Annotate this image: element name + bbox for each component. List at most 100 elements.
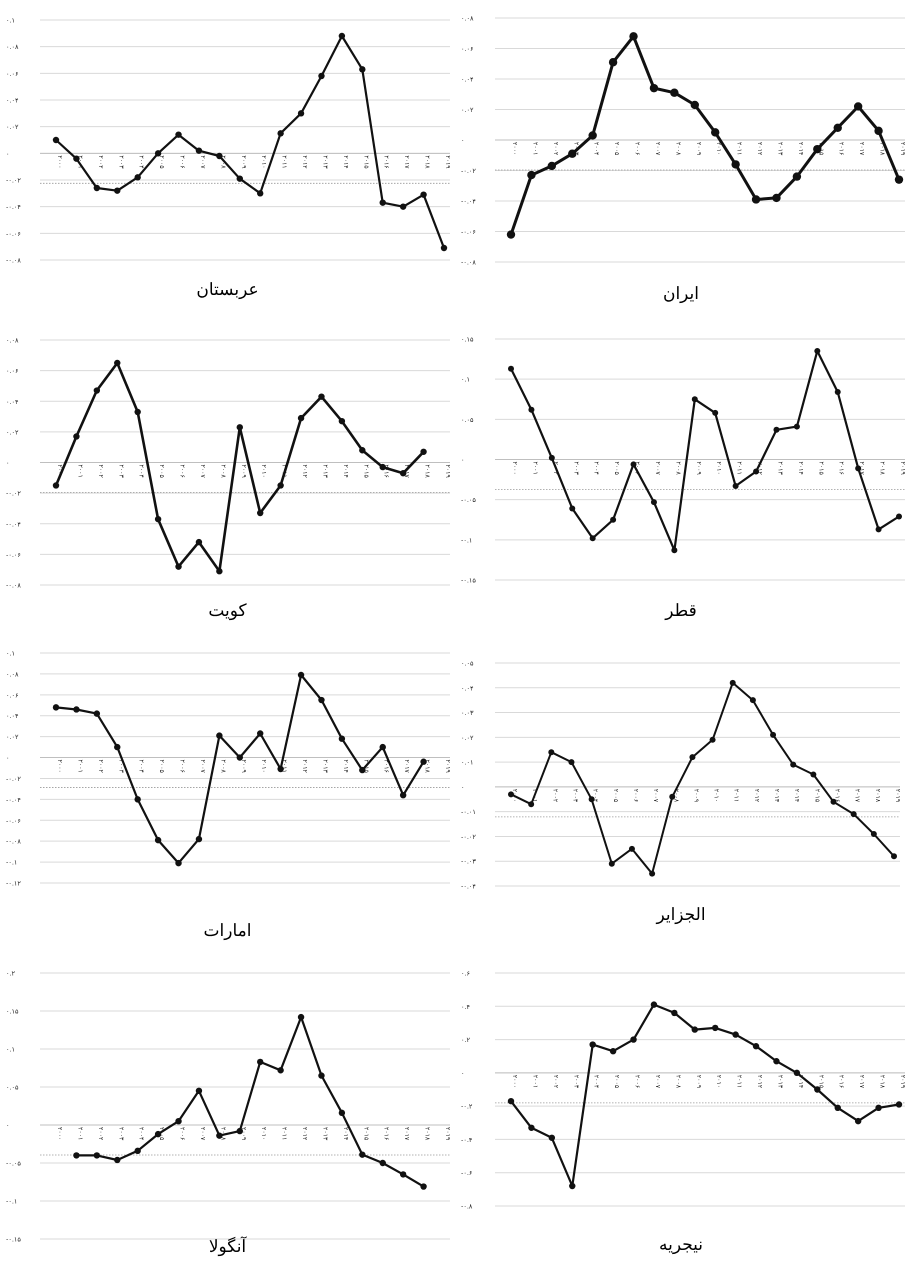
data-point bbox=[588, 131, 597, 140]
x-tick-label: ۲۰۱۶ bbox=[383, 155, 390, 168]
data-point bbox=[134, 796, 141, 803]
data-point bbox=[359, 447, 366, 454]
chart-title-iran: ایران bbox=[662, 284, 700, 304]
data-point bbox=[875, 526, 882, 533]
data-point bbox=[236, 1127, 243, 1135]
y-tick-label: -۰.۰۲ bbox=[461, 167, 476, 175]
data-point bbox=[568, 759, 575, 766]
data-point bbox=[548, 454, 555, 461]
x-tick-label: ۲۰۱۴ bbox=[797, 462, 804, 475]
data-point bbox=[399, 791, 407, 799]
y-tick-label: ۰ bbox=[6, 150, 10, 158]
data-point bbox=[257, 730, 264, 737]
data-point bbox=[875, 1104, 882, 1112]
y-tick-label: -۰.۰۲ bbox=[6, 490, 21, 498]
x-tick-label: ۲۰۰۷ bbox=[199, 1127, 206, 1141]
data-point bbox=[134, 174, 141, 181]
x-tick-label: ۲۰۰۲ bbox=[97, 1127, 104, 1141]
data-point bbox=[175, 859, 182, 867]
x-tick-label: ۲۰۱۰ bbox=[260, 760, 267, 773]
data-point bbox=[793, 423, 800, 430]
y-tick-label: ۰.۰۸ bbox=[6, 337, 19, 345]
x-tick-label: ۲۰۱۲ bbox=[301, 155, 308, 169]
x-tick-label: ۲۰۰۰ bbox=[511, 142, 518, 155]
x-tick-label: ۲۰۰۷ bbox=[654, 142, 661, 156]
x-tick-label: ۲۰۰۷ bbox=[199, 155, 206, 169]
x-tick-label: ۲۰۰۵ bbox=[158, 465, 165, 478]
data-point bbox=[52, 704, 60, 711]
data-point bbox=[527, 170, 536, 180]
x-tick-label: ۲۰۱۵ bbox=[362, 155, 369, 168]
x-tick-label: ۲۰۰۶ bbox=[179, 155, 186, 168]
data-point bbox=[608, 58, 618, 67]
x-tick-label: ۲۰۱۹ bbox=[444, 155, 451, 169]
data-point bbox=[154, 836, 162, 844]
x-tick-label: ۲۰۰۳ bbox=[571, 789, 578, 803]
y-tick-label: -۰.۸ bbox=[461, 1203, 473, 1211]
y-tick-label: -۰.۰۱ bbox=[461, 808, 476, 816]
data-point bbox=[399, 470, 407, 477]
x-tick-label: ۲۰۱۵ bbox=[362, 465, 369, 478]
x-tick-label: ۲۰۱۵ bbox=[817, 1075, 824, 1088]
y-tick-label: ۰.۰۸ bbox=[6, 670, 19, 678]
x-tick-label: ۲۰۱۶ bbox=[834, 789, 841, 802]
x-tick-label: ۲۰۰۶ bbox=[634, 142, 641, 155]
data-point bbox=[257, 1058, 264, 1066]
x-tick-label: ۲۰۰۱ bbox=[76, 465, 83, 478]
x-tick-label: ۲۰۱۵ bbox=[817, 462, 824, 475]
x-tick-label: ۲۰۱۱ bbox=[736, 1075, 743, 1088]
data-point bbox=[154, 515, 162, 523]
data-point bbox=[52, 482, 60, 489]
chart-svg-angola: ۰.۲ ۰.۱۵ ۰.۱ ۰.۰۵ ۰ -۰.۰۵ -۰.۱ -۰.۱۵ ۲۰۰۰ ۲۰۰۱ ۲۰۰… bbox=[6, 970, 451, 1244]
x-tick-label: ۲۰۰۸ bbox=[674, 142, 681, 156]
data-point bbox=[671, 1009, 678, 1017]
x-tick-label: ۲۰۰۵ bbox=[613, 142, 620, 155]
data-point bbox=[297, 671, 305, 679]
x-tick-label: ۲۰۰۹ bbox=[695, 142, 702, 156]
data-point bbox=[855, 465, 862, 472]
chart-panel-nigeria: ۰.۶ ۰.۴ ۰.۲ ۰ -۰.۲ -۰.۴ -۰.۶ -۰.۸ ۲۰۰۰ ۲۰۰۱ ۲۰۰۲ ۲۰… bbox=[455, 953, 907, 1268]
x-tick-label: ۲۰۱۹ bbox=[899, 1075, 906, 1089]
y-tick-label: -۰.۰۶ bbox=[6, 551, 21, 559]
data-point bbox=[589, 1041, 596, 1048]
y-tick-label: -۰.۲ bbox=[461, 1103, 473, 1111]
data-point bbox=[114, 1156, 121, 1164]
data-point bbox=[528, 1124, 535, 1131]
y-tick-label: ۰ bbox=[6, 754, 10, 762]
chart-title-qatar: قطر bbox=[665, 601, 697, 621]
x-tick-label: ۲۰۰۴ bbox=[138, 1127, 145, 1140]
data-point bbox=[874, 126, 883, 136]
data-point bbox=[277, 1067, 284, 1074]
data-point bbox=[338, 1109, 346, 1117]
chart-panel-uae: ۰.۱ ۰.۰۸ ۰.۰۶ ۰.۰۴ ۰.۰۲ ۰ -۰.۰۲ -۰.۰۴ -۰.۰۶ -۰.۰۸… bbox=[0, 633, 455, 953]
data-point bbox=[790, 761, 797, 768]
data-point bbox=[420, 1183, 427, 1190]
chart-title-uae: امارات bbox=[203, 921, 252, 941]
data-point bbox=[277, 482, 284, 489]
data-point bbox=[895, 1101, 903, 1108]
x-tick-label: ۲۰۱۷ bbox=[403, 760, 410, 774]
y-tick-label: ۰.۶ bbox=[461, 970, 470, 978]
y-tick-label: -۰.۰۶ bbox=[6, 230, 21, 238]
x-tick-label: ۲۰۱۴ bbox=[797, 142, 804, 155]
data-point bbox=[834, 389, 841, 396]
data-point bbox=[870, 830, 877, 837]
y-tick-label: ۰ bbox=[461, 783, 465, 791]
x-tick-label: ۲۰۱۴ bbox=[797, 1075, 804, 1088]
data-point bbox=[420, 758, 427, 765]
data-point bbox=[257, 190, 264, 197]
x-tick-label: ۲۰۱۳ bbox=[773, 789, 780, 803]
x-tick-label: ۲۰۱۸ bbox=[874, 789, 881, 803]
x-tick-label: ۲۰۰۶ bbox=[634, 462, 641, 475]
data-point bbox=[670, 88, 679, 97]
data-point bbox=[689, 754, 696, 761]
x-tick-label: ۲۰۱۲ bbox=[756, 1075, 763, 1089]
data-point bbox=[629, 32, 638, 41]
y-tick-label: -۰.۰۴ bbox=[461, 198, 476, 206]
data-point bbox=[731, 160, 740, 169]
data-point bbox=[359, 1151, 366, 1158]
y-tick-label: ۰.۰۲ bbox=[6, 428, 19, 436]
chart-panel-saudi-arabia: ۰.۱ ۰.۰۸ ۰.۰۶ ۰.۰۴ ۰.۰۲ ۰ -۰.۰۲ -۰.۰۴ -۰.۰۶ -۰.۰۸… bbox=[0, 0, 455, 318]
x-tick-label: ۲۰۰۱ bbox=[531, 462, 538, 475]
data-point bbox=[830, 798, 837, 805]
